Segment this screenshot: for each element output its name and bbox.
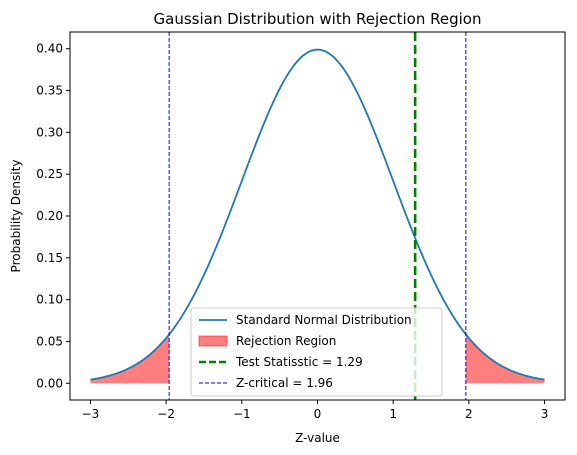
x-tick-label: −2 xyxy=(157,407,175,421)
y-tick-label: 0.30 xyxy=(36,125,63,139)
y-tick-label: 0.10 xyxy=(36,293,63,307)
x-tick-label: 3 xyxy=(541,407,549,421)
x-axis-ticks: −3 −2 −1 0 1 2 3 xyxy=(82,400,549,421)
y-tick-label: 0.40 xyxy=(36,42,63,56)
y-tick-label: 0.00 xyxy=(36,376,63,390)
x-axis-label: Z-value xyxy=(295,431,340,445)
legend-label: Rejection Region xyxy=(236,334,336,348)
x-tick-label: −3 xyxy=(82,407,100,421)
legend: Standard Normal Distribution Rejection Re… xyxy=(190,307,443,397)
y-tick-label: 0.05 xyxy=(36,334,63,348)
normal-distribution-line xyxy=(90,48,545,381)
plot-frame xyxy=(69,31,566,401)
chart-title: Gaussian Distribution with Rejection Reg… xyxy=(154,10,482,28)
y-tick-label: 0.15 xyxy=(36,251,63,265)
x-tick-label: 2 xyxy=(465,407,473,421)
x-tick-label: 1 xyxy=(389,407,397,421)
legend-label: Z-critical = 1.96 xyxy=(236,376,333,390)
rejection-region-right xyxy=(465,334,545,384)
y-tick-label: 0.20 xyxy=(36,209,63,223)
legend-box xyxy=(190,307,443,397)
legend-label: Test Statisstic = 1.29 xyxy=(235,355,363,369)
y-axis-label: Probability Density xyxy=(9,160,23,273)
x-tick-label: −1 xyxy=(233,407,251,421)
rejection-region-left xyxy=(90,334,170,384)
y-tick-label: 0.35 xyxy=(36,84,63,98)
legend-swatch-rejection xyxy=(198,335,228,347)
legend-label: Standard Normal Distribution xyxy=(236,313,412,327)
x-tick-label: 0 xyxy=(314,407,322,421)
y-tick-label: 0.25 xyxy=(36,167,63,181)
y-axis-ticks: 0.00 0.05 0.10 0.15 0.20 0.25 0.30 0.35 0.40 xyxy=(36,42,70,390)
